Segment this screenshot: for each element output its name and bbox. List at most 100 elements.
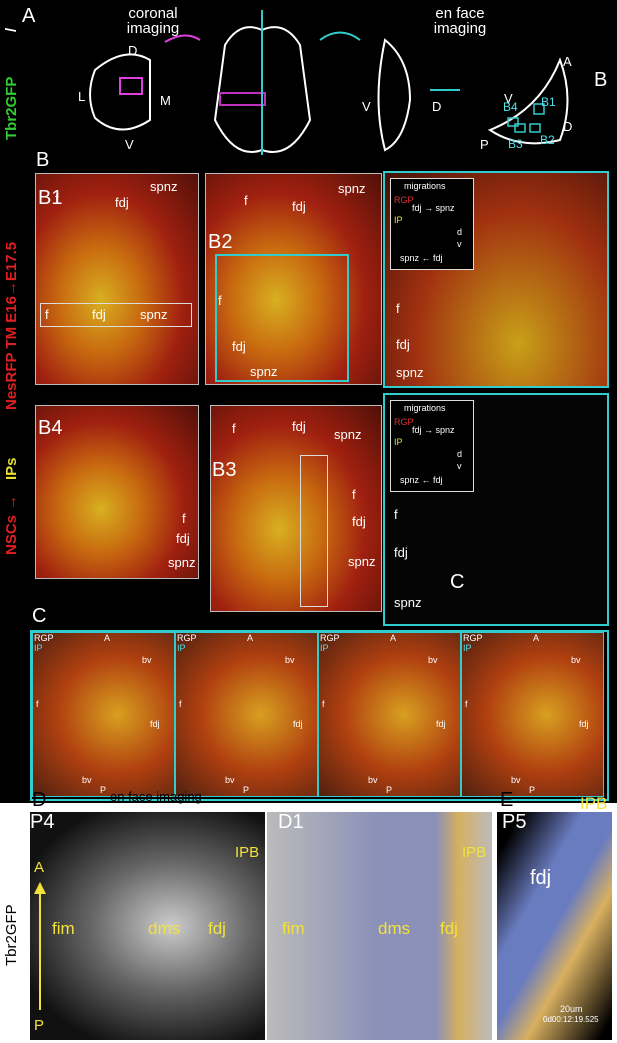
label: fdj — [232, 339, 246, 354]
label: NSCs — [3, 514, 20, 555]
label: IPs — [3, 457, 20, 480]
label: fdj — [579, 719, 589, 729]
label: fdj — [352, 514, 366, 529]
label: P4 — [30, 811, 55, 833]
label: spnz ← fdj — [400, 475, 443, 485]
label: f — [232, 421, 236, 436]
label: IP — [463, 643, 472, 653]
label: A — [247, 633, 254, 643]
label: A — [34, 859, 45, 876]
label: D1 — [278, 811, 304, 833]
label: f — [179, 699, 182, 709]
label: f — [394, 507, 398, 522]
label: bv — [82, 775, 92, 785]
label: bv — [368, 775, 378, 785]
image-e — [497, 812, 612, 1040]
label: fdj → spnz — [412, 425, 455, 435]
label: fdj — [396, 337, 410, 352]
label: B3 — [508, 137, 523, 151]
label: v — [457, 461, 462, 471]
label: bv — [428, 655, 438, 665]
label: f — [182, 511, 186, 526]
label: spnz — [140, 307, 168, 322]
c-frame — [175, 632, 318, 797]
schematic-a — [89, 10, 569, 155]
label: fdj — [292, 199, 306, 214]
label: P — [34, 1017, 45, 1034]
label: fdj — [150, 719, 160, 729]
legend-box — [390, 400, 474, 492]
label: RGP — [320, 633, 340, 643]
label: coronal imaging — [126, 5, 180, 37]
label: RGP — [177, 633, 197, 643]
label: bv — [511, 775, 521, 785]
label: V — [125, 137, 134, 152]
label: fim — [52, 919, 75, 938]
label: RGP — [394, 417, 414, 427]
label: migrations — [404, 181, 446, 191]
label: B4 — [503, 100, 518, 114]
label: V — [504, 91, 513, 106]
label: f — [322, 699, 325, 709]
label: spnz — [250, 364, 278, 379]
c-frame — [32, 632, 175, 797]
label: v — [457, 239, 462, 249]
label: d — [457, 449, 463, 459]
label: IPB — [235, 844, 260, 861]
label: bv — [142, 655, 152, 665]
label: A — [390, 633, 397, 643]
label: P — [243, 785, 250, 795]
label: B — [36, 149, 50, 171]
label: dms — [148, 919, 181, 938]
label: B2 — [540, 133, 555, 147]
image-b4 — [35, 405, 199, 579]
label: RGP — [463, 633, 483, 643]
image-b2 — [205, 173, 382, 385]
label: P — [386, 785, 393, 795]
label: L — [78, 89, 86, 104]
label: D — [32, 789, 47, 811]
label: f — [244, 193, 248, 208]
label: B1 — [541, 95, 556, 109]
image-b1 — [35, 173, 199, 385]
label: C — [450, 571, 465, 593]
legend-box — [390, 178, 474, 270]
label: D — [432, 99, 442, 114]
roi-box — [300, 455, 328, 607]
image-b3 — [210, 405, 382, 612]
label: A — [563, 54, 572, 69]
label: bv — [225, 775, 235, 785]
label: bv — [571, 655, 581, 665]
label: fdj — [293, 719, 303, 729]
label: dms — [378, 919, 411, 938]
label: fdj — [440, 919, 458, 938]
label: / — [3, 27, 20, 32]
label: P5 — [502, 811, 527, 833]
label: B — [594, 69, 608, 91]
label: A — [533, 633, 540, 643]
label: → — [3, 495, 20, 510]
label: d — [457, 227, 463, 237]
label: spnz — [168, 555, 196, 570]
label: 20um — [560, 1004, 583, 1014]
panel-c-frame — [30, 630, 609, 801]
label: fdj — [176, 531, 190, 546]
label: fdj — [530, 867, 552, 889]
c-frame — [461, 632, 604, 797]
axis-arrow — [34, 882, 46, 1010]
label: B2 — [208, 231, 233, 253]
label: f — [396, 301, 400, 316]
label: fdj — [292, 419, 306, 434]
label: fdj — [436, 719, 446, 729]
label: IP — [394, 437, 403, 447]
roi-box — [40, 303, 192, 327]
label: fdj — [394, 545, 408, 560]
label: fdj — [92, 307, 106, 322]
image-d — [30, 812, 265, 1040]
label: en face imaging — [110, 789, 202, 804]
label: spnz ← fdj — [400, 253, 443, 263]
label: spnz — [150, 179, 178, 194]
label: migrations — [404, 403, 446, 413]
label: spnz — [394, 595, 422, 610]
